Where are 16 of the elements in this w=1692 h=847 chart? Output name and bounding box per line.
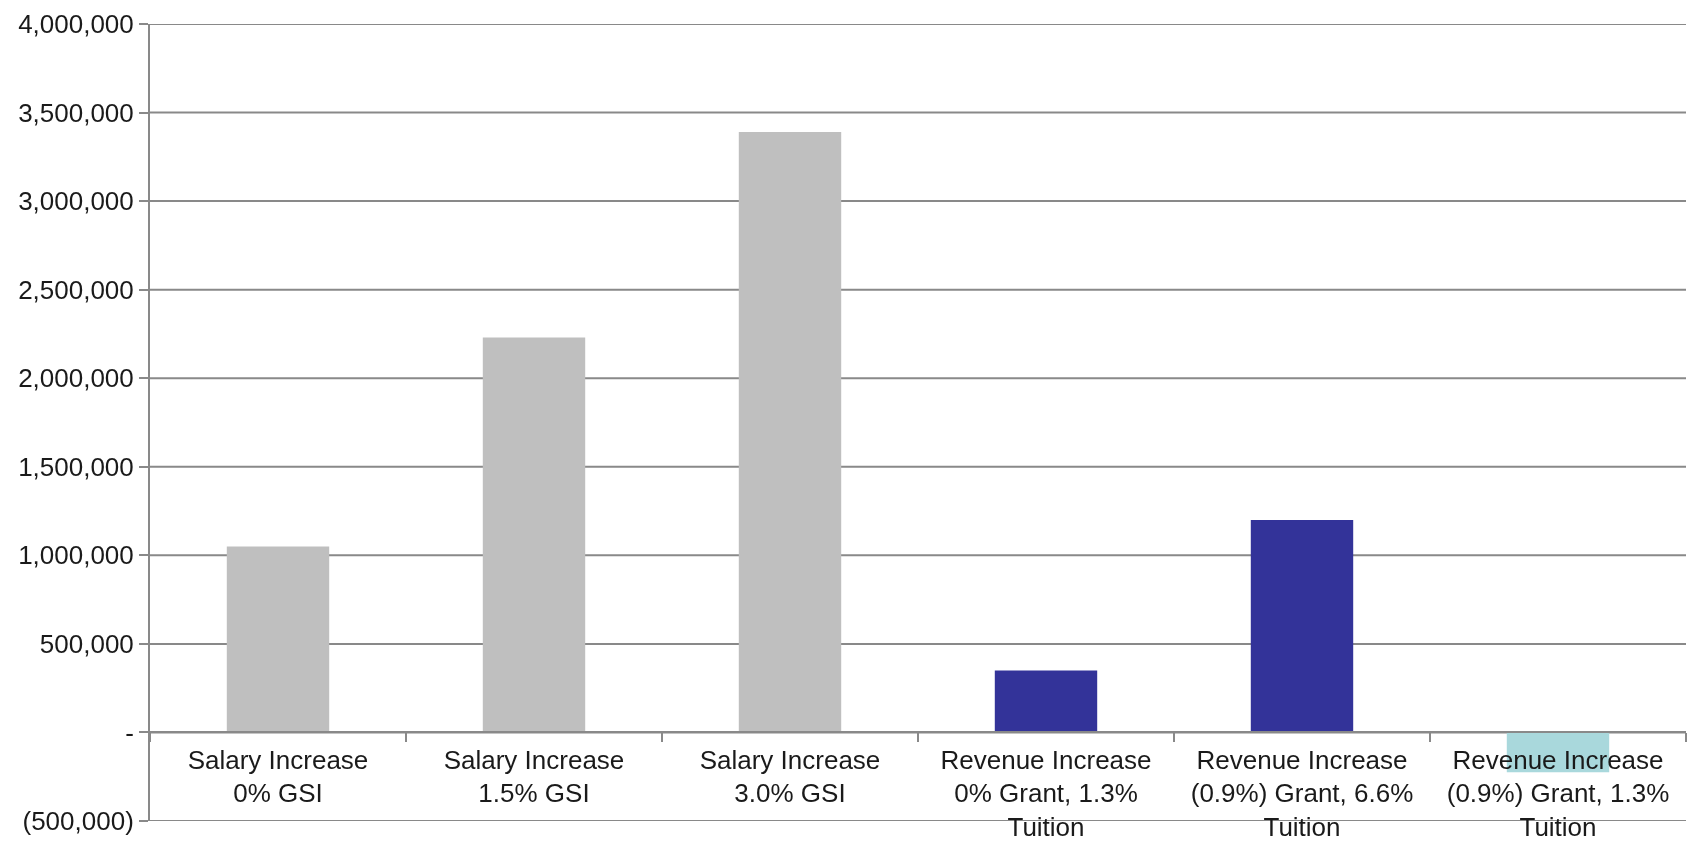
- y-tick-label: -: [125, 717, 134, 748]
- y-tick-label: 500,000: [39, 628, 134, 659]
- y-tick-label: 3,000,000: [18, 186, 134, 217]
- y-tick-label: 1,000,000: [18, 540, 134, 571]
- y-tick-label: 2,500,000: [18, 274, 134, 305]
- y-tick-label: 3,500,000: [18, 97, 134, 128]
- x-tick-label: Revenue Increase 0% Grant, 1.3% Tuition: [940, 744, 1152, 843]
- y-tick-label: 2,000,000: [18, 363, 134, 394]
- y-tick-label: (500,000): [22, 806, 134, 837]
- x-tick-label: Salary Increase 0% GSI: [187, 744, 369, 809]
- x-tick-label: Salary Increase 3.0% GSI: [699, 744, 881, 809]
- y-tick-label: 4,000,000: [18, 9, 134, 40]
- x-tick-label: Salary Increase 1.5% GSI: [443, 744, 625, 809]
- x-tick-label: Revenue Increase (0.9%) Grant, 6.6% Tuition: [1190, 744, 1414, 843]
- x-tick-label: Revenue Increase (0.9%) Grant, 1.3% Tuition: [1446, 744, 1670, 843]
- y-tick-label: 1,500,000: [18, 451, 134, 482]
